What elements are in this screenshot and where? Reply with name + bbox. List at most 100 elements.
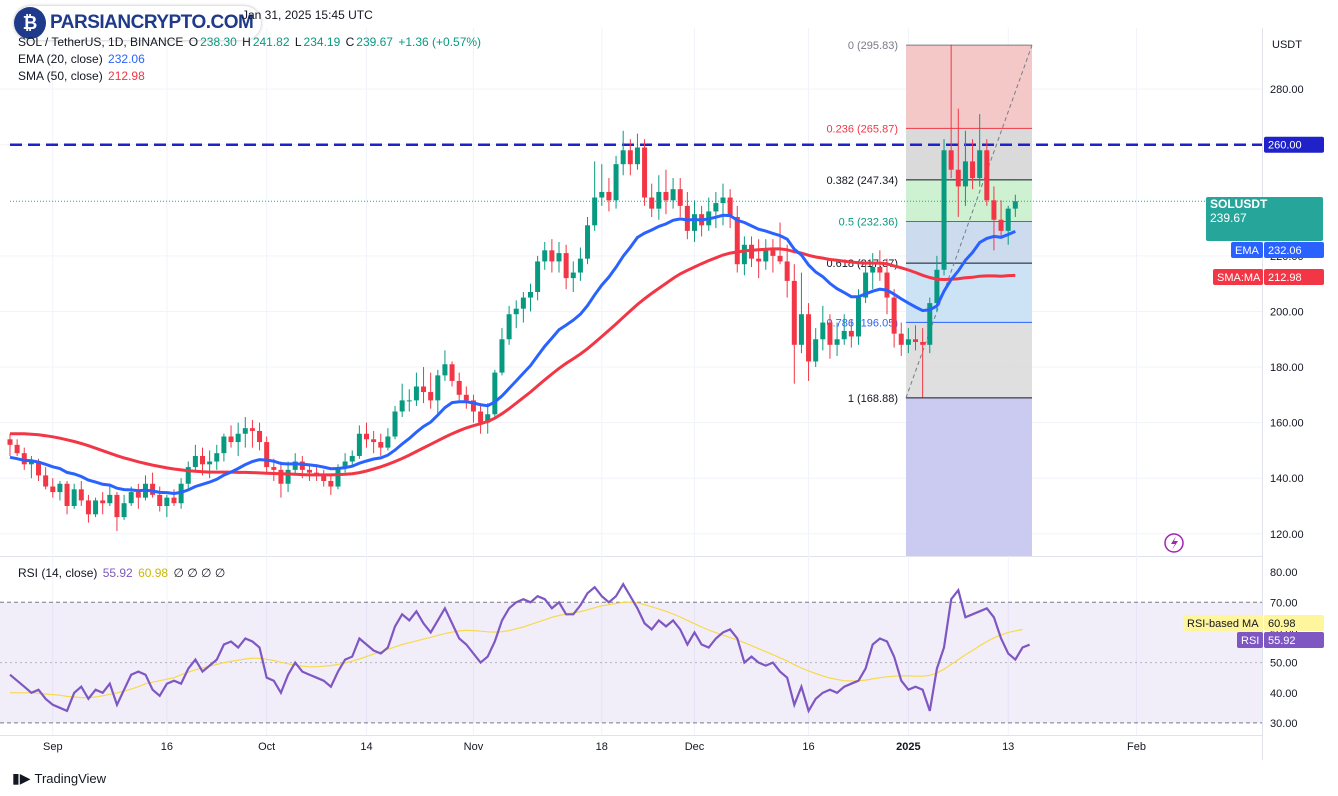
price-tick-label: 200.00 [1270, 306, 1304, 318]
ema-name-badge-bg [1231, 242, 1263, 258]
rsi-legend[interactable]: RSI (14, close) 55.92 60.98 ∅ ∅ ∅ ∅ [18, 566, 227, 580]
candle-body [485, 414, 491, 423]
rsi-legend-label: RSI (14, close) [18, 566, 98, 580]
rsi-tick-label: 30.00 [1270, 718, 1298, 730]
candle-body [21, 453, 27, 465]
ema-value-badge-text: 232.06 [1268, 245, 1302, 257]
candle-body [349, 455, 355, 462]
time-tick-label: 13 [1002, 741, 1014, 753]
candle-body [335, 467, 341, 487]
candle-body [977, 150, 983, 179]
candle-body [7, 439, 13, 445]
candle-body [321, 475, 327, 481]
candle-body [470, 400, 476, 412]
candle-body [827, 322, 833, 345]
high-value: 241.82 [252, 35, 290, 49]
candle-body [121, 503, 127, 518]
candle-body [920, 342, 926, 345]
rsi-value-badge: 55.92 [1264, 632, 1324, 648]
watermark-logo: ₿ PARSIANCRYPTO.COM [14, 6, 262, 40]
candle-body [592, 197, 598, 226]
sma-value-badge-text: 212.98 [1268, 272, 1302, 284]
candle-body [164, 497, 170, 506]
candle-body [356, 433, 362, 456]
candle-body [492, 372, 498, 415]
candle-body [328, 480, 334, 487]
candle-body [863, 272, 869, 298]
candle-body [741, 244, 747, 265]
candle-body [777, 255, 783, 262]
candle-body [599, 191, 605, 198]
candle-body [71, 489, 77, 506]
time-tick-label: 14 [360, 741, 372, 753]
time-tick-label: Oct [258, 741, 275, 753]
tradingview-footer[interactable]: ▮▶ TradingView [12, 770, 106, 787]
rsi-name-badge: RSI [1237, 632, 1263, 648]
candle-body [306, 469, 312, 473]
candle-body [791, 280, 797, 345]
candle-body [285, 469, 291, 484]
candle-body [606, 191, 612, 201]
time-tick-label: 2025 [896, 741, 920, 753]
candle-body [577, 258, 583, 273]
candle-body [535, 261, 541, 292]
candle-body [563, 253, 569, 279]
low-value: 234.19 [303, 35, 341, 49]
solusdt-badge-name: SOLUSDT [1210, 197, 1268, 211]
candle-body [406, 400, 412, 402]
close-value: 239.67 [356, 35, 393, 49]
price-tick-label: 160.00 [1270, 418, 1304, 430]
ema-legend[interactable]: EMA (20, close) 232.06 [18, 52, 147, 66]
time-tick-label: 16 [161, 741, 173, 753]
fib-level-label: 0.236 (265.87) [826, 123, 898, 135]
candle-body [185, 467, 191, 484]
candle-body [1012, 201, 1018, 209]
time-tick-label: 18 [596, 741, 608, 753]
candle-body [392, 411, 398, 437]
fib-level-label: 0 (295.83) [848, 40, 898, 52]
symbol-name[interactable]: SOL / TetherUS, 1D, BINANCE [18, 35, 184, 49]
candle-body [691, 214, 697, 231]
sma-legend[interactable]: SMA (50, close) 212.98 [18, 69, 147, 83]
candle-body [770, 250, 776, 256]
candle-body [378, 442, 384, 448]
fib-band [906, 179, 1032, 222]
candle-body [442, 364, 448, 376]
level-260-badge: 260.00 [1264, 136, 1324, 153]
candle-body [50, 486, 56, 493]
fib-level-label: 0.382 (247.34) [826, 175, 898, 187]
candle-body [556, 253, 562, 262]
flash-icon [1164, 533, 1184, 553]
candle-body [663, 191, 669, 201]
price-tick-label: 180.00 [1270, 362, 1304, 374]
candle-body [727, 197, 733, 217]
ema-value-badge: 232.06 [1264, 242, 1324, 258]
candle-body [264, 442, 270, 468]
candle-body [428, 392, 434, 401]
candle-body [642, 147, 648, 198]
change-value: +1.36 (+0.57%) [398, 35, 482, 49]
candle-body [784, 261, 790, 281]
candle-body [135, 492, 141, 498]
rsi-ma-name-badge-bg [1183, 615, 1263, 631]
candle-body [456, 380, 462, 395]
sma-name-badge: SMA:MA [1213, 269, 1263, 285]
candle-body [43, 475, 49, 487]
candle-body [107, 494, 113, 504]
fib-band [906, 128, 1032, 180]
rsi-ma-value-badge-text: 60.98 [1268, 618, 1296, 630]
candle-body [257, 430, 263, 443]
candle-body [449, 364, 455, 381]
candle-body [891, 297, 897, 334]
time-tick-label: Nov [464, 741, 484, 753]
candle-body [463, 394, 469, 401]
ema-name-badge: EMA [1231, 242, 1263, 258]
candle-body [542, 250, 548, 262]
time-tick-label: Sep [43, 741, 63, 753]
ema-name-badge-text: EMA [1235, 245, 1260, 257]
candle-body [114, 494, 120, 518]
level-260-badge-bg [1264, 136, 1324, 153]
candle-body [962, 161, 968, 187]
rsi-name-badge-bg [1237, 632, 1263, 648]
candle-body [649, 197, 655, 209]
